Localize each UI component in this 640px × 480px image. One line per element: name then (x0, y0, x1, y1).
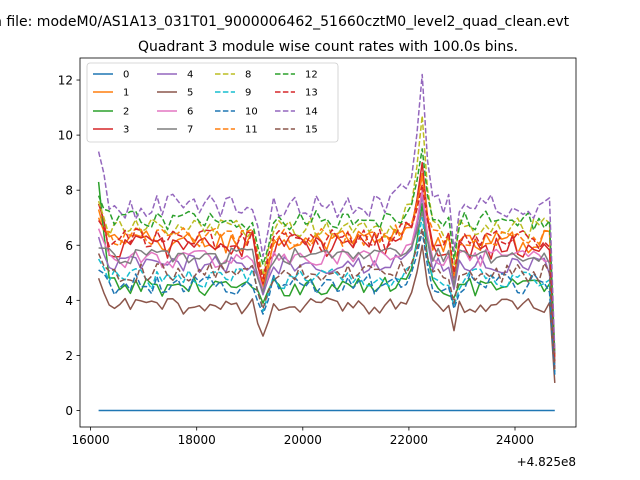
legend-label-4: 4 (187, 70, 193, 81)
x-axis: 16000 18000 20000 22000 24000 (72, 427, 534, 447)
legend-label-15: 15 (305, 125, 318, 136)
y-tick-label: 2 (65, 349, 73, 363)
legend-label-5: 5 (187, 88, 193, 99)
y-tick-label: 10 (58, 129, 73, 143)
series-line-12 (97, 148, 556, 356)
series-line-8 (97, 115, 556, 356)
legend-label-6: 6 (187, 107, 193, 118)
legend-label-13: 13 (305, 88, 318, 99)
x-tick-label: 16000 (72, 433, 110, 447)
legend-label-10: 10 (245, 107, 258, 118)
series-line-9 (97, 216, 556, 372)
legend-label-2: 2 (123, 107, 129, 118)
y-tick-label: 0 (65, 404, 73, 418)
legend-label-3: 3 (123, 125, 129, 136)
y-axis: 0 2 4 6 8 10 12 (58, 74, 80, 418)
y-tick-label: 6 (65, 239, 73, 253)
series-line-14 (97, 73, 556, 353)
legend-label-7: 7 (187, 125, 193, 136)
series-line-5 (97, 244, 556, 383)
legend-label-9: 9 (245, 88, 251, 99)
figure-suptitle: n file: modeM0/AS1A13_031T01_9000006462_… (0, 14, 570, 30)
series-layer (97, 73, 556, 412)
legend-label-12: 12 (305, 70, 318, 81)
legend-label-1: 1 (123, 88, 129, 99)
series-line-15 (97, 227, 556, 370)
legend-label-8: 8 (245, 70, 251, 81)
x-tick-label: 18000 (178, 433, 216, 447)
x-tick-label: 24000 (496, 433, 534, 447)
legend-label-0: 0 (123, 70, 129, 81)
y-tick-label: 4 (65, 294, 73, 308)
series-line-13 (97, 183, 556, 361)
series-line-11 (97, 175, 556, 359)
series-line-10 (98, 230, 556, 375)
x-axis-offset-text: +4.825e8 (517, 455, 576, 469)
series-line-2 (97, 181, 556, 370)
chart-title: Quadrant 3 module wise count rates with … (138, 39, 518, 55)
series-line-7 (98, 211, 556, 364)
x-tick-label: 22000 (390, 433, 428, 447)
y-tick-label: 8 (65, 184, 73, 198)
legend-label-14: 14 (305, 107, 318, 118)
legend-frame (86, 62, 339, 143)
plot-frame (79, 57, 577, 428)
legend-label-11: 11 (245, 125, 258, 136)
series-line-3 (97, 161, 556, 367)
y-tick-label: 12 (58, 74, 73, 88)
x-tick-label: 20000 (284, 433, 322, 447)
